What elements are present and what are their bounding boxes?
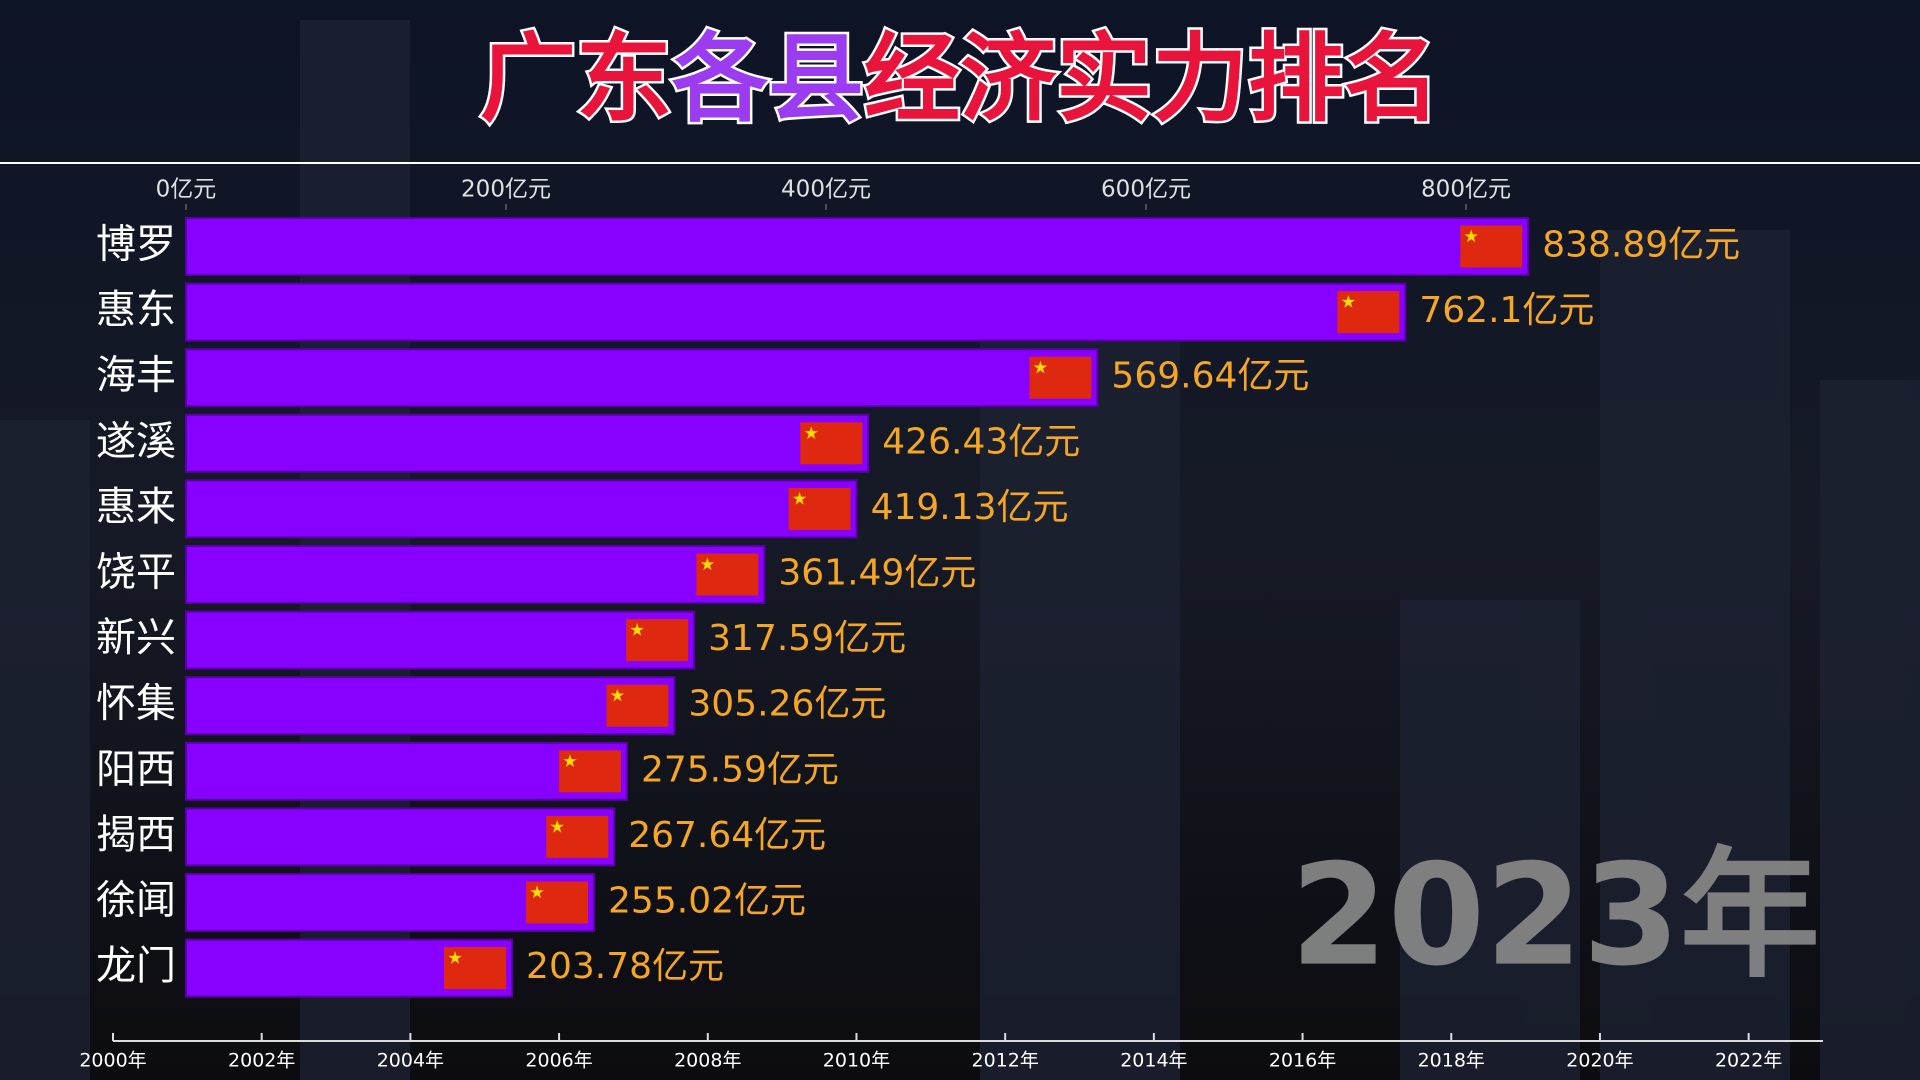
x-tick-label: 400亿元 bbox=[781, 177, 871, 203]
value-label: 569.64亿元 bbox=[1111, 356, 1309, 397]
x-tick-label: 200亿元 bbox=[461, 177, 551, 203]
value-label: 317.59亿元 bbox=[708, 618, 906, 659]
category-label: 徐闻 bbox=[96, 878, 176, 924]
flag bbox=[800, 422, 863, 465]
flag-star bbox=[550, 819, 564, 833]
bar bbox=[185, 676, 676, 736]
flag-star bbox=[610, 688, 625, 702]
bar bbox=[185, 413, 870, 473]
category-label: 饶平 bbox=[96, 550, 176, 596]
chart-title: 广东各县经济实力排名 bbox=[480, 23, 1440, 135]
category-label: 惠东 bbox=[96, 287, 176, 333]
bar bbox=[185, 217, 1530, 276]
flag-star bbox=[630, 623, 644, 636]
bar bbox=[185, 610, 696, 670]
category-label: 博罗 bbox=[96, 222, 176, 268]
category-label: 揭西 bbox=[96, 812, 176, 858]
x-tick-label: 800亿元 bbox=[1421, 177, 1511, 203]
category-label: 阳西 bbox=[96, 746, 176, 792]
flag bbox=[606, 684, 669, 727]
timeline-tick-label: 2020年 bbox=[1566, 1050, 1633, 1072]
bar bbox=[185, 741, 628, 801]
value-label: 361.49亿元 bbox=[778, 553, 976, 594]
value-label: 426.43亿元 bbox=[882, 421, 1080, 462]
flag-star bbox=[530, 885, 544, 899]
category-label: 新兴 bbox=[96, 615, 176, 661]
title-segment: 经济实力排名 bbox=[864, 23, 1440, 135]
value-label: 419.13亿元 bbox=[871, 487, 1069, 528]
value-label: 255.02亿元 bbox=[608, 881, 806, 922]
timeline-tick-label: 2018年 bbox=[1418, 1050, 1485, 1072]
title-segment: 广东 bbox=[480, 23, 672, 135]
category-label: 遂溪 bbox=[96, 418, 176, 464]
flag-star bbox=[1464, 229, 1478, 243]
bar bbox=[185, 807, 616, 867]
value-label: 838.89亿元 bbox=[1542, 225, 1740, 266]
timeline-tick-label: 2014年 bbox=[1120, 1050, 1187, 1072]
flag bbox=[558, 750, 621, 793]
flag bbox=[788, 487, 851, 530]
bar bbox=[185, 873, 596, 932]
category-label: 怀集 bbox=[96, 681, 176, 727]
timeline-tick-label: 2010年 bbox=[823, 1050, 890, 1072]
flag-star bbox=[1033, 360, 1048, 374]
flag-star bbox=[792, 491, 807, 505]
timeline-tick-label: 2008年 bbox=[674, 1050, 741, 1072]
bar bbox=[185, 479, 858, 539]
flag-star bbox=[804, 426, 818, 439]
bar bbox=[185, 282, 1407, 342]
title-segment: 各县 bbox=[672, 23, 864, 135]
flag-star bbox=[448, 951, 462, 964]
timeline-tick-label: 2016年 bbox=[1269, 1050, 1336, 1072]
value-label: 267.64亿元 bbox=[628, 815, 826, 856]
bar bbox=[185, 348, 1099, 408]
value-label: 762.1亿元 bbox=[1419, 290, 1594, 331]
category-label: 龙门 bbox=[96, 943, 176, 989]
flag bbox=[696, 553, 759, 596]
flag-star bbox=[563, 754, 577, 767]
flag bbox=[626, 619, 689, 662]
timeline-tick-label: 2022年 bbox=[1715, 1050, 1782, 1072]
timeline-tick-label: 2002年 bbox=[228, 1050, 295, 1072]
x-tick-label: 600亿元 bbox=[1101, 177, 1191, 203]
year-label: 2023年 bbox=[1290, 835, 1820, 998]
value-label: 275.59亿元 bbox=[641, 749, 839, 790]
timeline-tick-label: 2012年 bbox=[971, 1050, 1038, 1072]
timeline-tick-label: 2000年 bbox=[79, 1050, 146, 1072]
timeline-tick-label: 2006年 bbox=[525, 1050, 592, 1072]
flag bbox=[1460, 225, 1523, 268]
flag bbox=[1337, 291, 1400, 334]
flag-star bbox=[1341, 295, 1356, 308]
bar bbox=[185, 545, 766, 604]
timeline-tick-label: 2004年 bbox=[377, 1050, 444, 1072]
flag bbox=[1029, 356, 1092, 399]
flag bbox=[526, 881, 589, 924]
flag bbox=[444, 947, 507, 990]
x-tick-label: 0亿元 bbox=[156, 177, 217, 203]
flag bbox=[546, 815, 609, 858]
category-label: 海丰 bbox=[96, 353, 176, 399]
value-label: 305.26亿元 bbox=[688, 684, 886, 725]
flag-star bbox=[700, 557, 715, 571]
category-label: 惠来 bbox=[96, 484, 176, 530]
value-label: 203.78亿元 bbox=[526, 946, 724, 987]
